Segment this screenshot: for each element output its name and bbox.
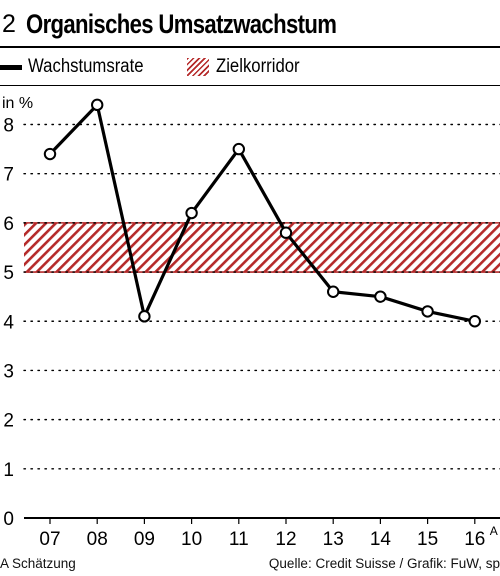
x-tick-label: 11: [229, 529, 249, 550]
y-tick-label: 4: [3, 312, 14, 333]
x-tick-label: 09: [134, 529, 155, 550]
x-tick-label: 16: [464, 529, 485, 550]
y-tick-label: 2: [3, 411, 14, 432]
x-tick-label: 10: [181, 529, 202, 550]
legend-line-label: Wachstumsrate: [28, 56, 144, 77]
x-tick-label: 12: [275, 529, 296, 550]
data-point: [138, 310, 151, 323]
data-point: [232, 142, 246, 156]
y-tick-label: 5: [3, 263, 14, 284]
legend-item-line: Wachstumsrate: [0, 56, 159, 78]
data-point: [185, 206, 198, 220]
target-band: [24, 222, 500, 273]
data-point: [374, 290, 387, 303]
x-tick-label: 15: [417, 529, 438, 550]
legend-rule: [0, 85, 500, 86]
legend-band-swatch: [187, 58, 210, 76]
x-tick-label: 08: [87, 529, 108, 550]
y-tick-label: 3: [3, 361, 14, 382]
data-point: [327, 285, 340, 298]
data-point: [279, 226, 293, 239]
chart-header: 2 Organisches Umsatzwachstum: [2, 4, 404, 44]
data-point: [468, 315, 481, 328]
y-tick-label: 8: [3, 116, 14, 137]
legend-line-swatch: [0, 64, 22, 70]
data-point: [421, 305, 434, 318]
legend: Wachstumsrate Zielkorridor: [0, 52, 311, 82]
chart-title: Organisches Umsatzwachstum: [25, 8, 337, 39]
y-tick-label: 6: [3, 214, 14, 235]
y-tick-label: 1: [3, 460, 14, 481]
chart-number: 2: [2, 9, 16, 38]
x-tick-superscript: A: [490, 524, 498, 538]
legend-item-band: Zielkorridor: [187, 56, 311, 78]
y-axis-label: in %: [2, 95, 33, 112]
x-tick-label: 07: [39, 529, 60, 550]
y-tick-label: 0: [3, 509, 14, 530]
y-tick-label: 7: [3, 165, 14, 186]
data-point: [43, 147, 57, 161]
source-note: Quelle: Credit Suisse / Grafik: FuW, sp: [268, 556, 500, 571]
series-line: [48, 101, 476, 323]
x-tick-label: 14: [370, 529, 392, 550]
x-tick-label: 13: [323, 529, 344, 550]
legend-band-label: Zielkorridor: [216, 56, 300, 77]
header-rule: [0, 46, 500, 48]
footnote: A Schätzung: [0, 556, 76, 571]
data-point: [91, 98, 104, 112]
